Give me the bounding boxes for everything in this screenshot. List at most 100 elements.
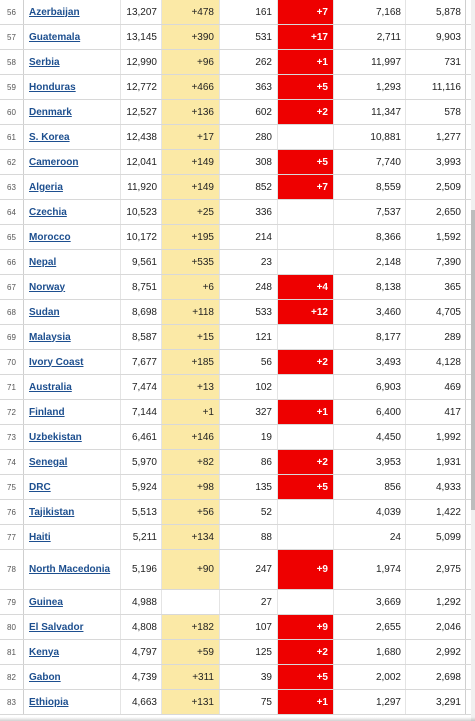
country-link[interactable]: Malaysia: [29, 331, 71, 343]
total-deaths-cell: 56: [220, 350, 278, 374]
total-deaths-cell: 135: [220, 475, 278, 499]
country-link[interactable]: Serbia: [29, 56, 60, 68]
rank-cell: 79: [0, 590, 24, 614]
country-link[interactable]: Kenya: [29, 646, 60, 658]
total-cases-cell: 13,145: [121, 25, 162, 49]
active-cases-cell: 1,931: [406, 450, 466, 474]
country-link[interactable]: Nepal: [29, 256, 57, 268]
active-cases-cell: 1,277: [406, 125, 466, 149]
rank-cell: 62: [0, 150, 24, 174]
new-cases-cell: +1: [162, 400, 220, 424]
bottom-edge-shadow: [0, 717, 475, 721]
total-deaths-cell: 533: [220, 300, 278, 324]
country-cell: Guatemala: [24, 25, 121, 49]
new-deaths-cell: [278, 200, 334, 224]
table-row: 70 Ivory Coast 7,677 +185 56 +2 3,493 4,128: [0, 350, 471, 375]
country-link[interactable]: Gabon: [29, 671, 61, 683]
new-cases-cell: +118: [162, 300, 220, 324]
total-cases-cell: 7,144: [121, 400, 162, 424]
scrollbar-thumb[interactable]: [471, 210, 475, 510]
active-cases-cell: 4,128: [406, 350, 466, 374]
recovered-cell: 8,559: [334, 175, 406, 199]
recovered-cell: 7,537: [334, 200, 406, 224]
rank-cell: 64: [0, 200, 24, 224]
country-link[interactable]: Finland: [29, 406, 65, 418]
rank-cell: 83: [0, 690, 24, 714]
table-row: 81 Kenya 4,797 +59 125 +2 1,680 2,992: [0, 640, 471, 665]
country-link[interactable]: Morocco: [29, 231, 71, 243]
vertical-scrollbar[interactable]: [471, 0, 475, 721]
total-cases-cell: 7,677: [121, 350, 162, 374]
recovered-cell: 2,655: [334, 615, 406, 639]
table-row: 60 Denmark 12,527 +136 602 +2 11,347 578: [0, 100, 471, 125]
total-deaths-cell: 602: [220, 100, 278, 124]
total-deaths-cell: 161: [220, 0, 278, 24]
new-cases-cell: [162, 590, 220, 614]
country-link[interactable]: Haiti: [29, 531, 51, 543]
country-link[interactable]: Algeria: [29, 181, 63, 193]
rank-cell: 59: [0, 75, 24, 99]
table-row: 79 Guinea 4,988 27 3,669 1,292: [0, 590, 471, 615]
new-cases-cell: +134: [162, 525, 220, 549]
new-cases-cell: +185: [162, 350, 220, 374]
new-cases-cell: +466: [162, 75, 220, 99]
country-cell: Morocco: [24, 225, 121, 249]
country-link[interactable]: Sudan: [29, 306, 60, 318]
country-link[interactable]: Denmark: [29, 106, 72, 118]
active-cases-cell: 4,705: [406, 300, 466, 324]
new-deaths-cell: +7: [278, 175, 334, 199]
new-deaths-cell: +5: [278, 475, 334, 499]
country-link[interactable]: Cameroon: [29, 156, 79, 168]
total-deaths-cell: 262: [220, 50, 278, 74]
rank-cell: 57: [0, 25, 24, 49]
new-cases-cell: +15: [162, 325, 220, 349]
country-link[interactable]: Tajikistan: [29, 506, 75, 518]
total-cases-cell: 4,663: [121, 690, 162, 714]
country-link[interactable]: Czechia: [29, 206, 67, 218]
country-cell: El Salvador: [24, 615, 121, 639]
country-link[interactable]: S. Korea: [29, 131, 70, 143]
country-link[interactable]: Guatemala: [29, 31, 81, 43]
table-row: 76 Tajikistan 5,513 +56 52 4,039 1,422: [0, 500, 471, 525]
total-cases-cell: 5,924: [121, 475, 162, 499]
new-cases-cell: +149: [162, 150, 220, 174]
recovered-cell: 8,138: [334, 275, 406, 299]
country-link[interactable]: North Macedonia: [29, 564, 111, 575]
country-cell: Azerbaijan: [24, 0, 121, 24]
total-deaths-cell: 327: [220, 400, 278, 424]
country-cell: Ivory Coast: [24, 350, 121, 374]
country-link[interactable]: Honduras: [29, 81, 76, 93]
country-link[interactable]: Norway: [29, 281, 66, 293]
country-cell: Norway: [24, 275, 121, 299]
new-cases-cell: +131: [162, 690, 220, 714]
active-cases-cell: 3,993: [406, 150, 466, 174]
country-link[interactable]: DRC: [29, 481, 51, 493]
country-link[interactable]: Australia: [29, 381, 72, 393]
country-link[interactable]: Uzbekistan: [29, 431, 82, 443]
new-cases-cell: +182: [162, 615, 220, 639]
recovered-cell: 2,002: [334, 665, 406, 689]
recovered-cell: 7,740: [334, 150, 406, 174]
total-cases-cell: 5,196: [121, 550, 162, 589]
total-cases-cell: 4,797: [121, 640, 162, 664]
country-link[interactable]: Senegal: [29, 456, 68, 468]
total-deaths-cell: 247: [220, 550, 278, 589]
table-row: 80 El Salvador 4,808 +182 107 +9 2,655 2,046: [0, 615, 471, 640]
country-link[interactable]: Azerbaijan: [29, 6, 80, 18]
rank-cell: 65: [0, 225, 24, 249]
table-row: 65 Morocco 10,172 +195 214 8,366 1,592: [0, 225, 471, 250]
total-cases-cell: 10,172: [121, 225, 162, 249]
new-cases-cell: +6: [162, 275, 220, 299]
active-cases-cell: 7,390: [406, 250, 466, 274]
country-link[interactable]: Guinea: [29, 596, 63, 608]
rank-cell: 75: [0, 475, 24, 499]
new-deaths-cell: +9: [278, 615, 334, 639]
new-cases-cell: +146: [162, 425, 220, 449]
recovered-cell: 11,347: [334, 100, 406, 124]
active-cases-cell: 469: [406, 375, 466, 399]
total-deaths-cell: 27: [220, 590, 278, 614]
country-link[interactable]: Ethiopia: [29, 696, 69, 708]
country-link[interactable]: Ivory Coast: [29, 356, 84, 368]
country-link[interactable]: El Salvador: [29, 621, 84, 633]
country-cell: Guinea: [24, 590, 121, 614]
